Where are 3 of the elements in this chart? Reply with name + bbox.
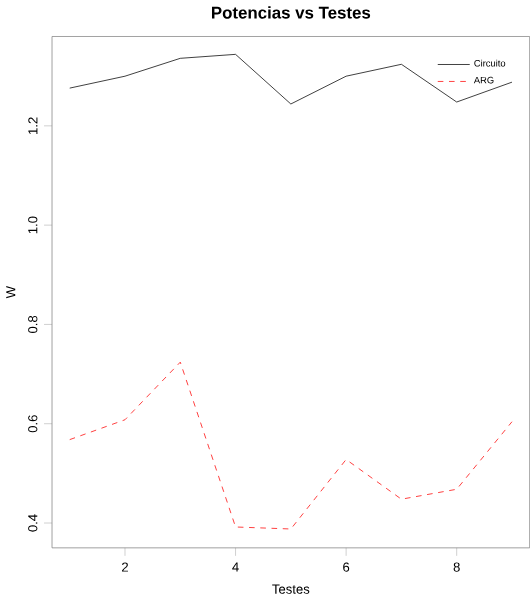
- line-series: [69, 361, 513, 530]
- chart-title: Potencias vs Testes: [212, 6, 371, 19]
- line-series: [69, 53, 513, 105]
